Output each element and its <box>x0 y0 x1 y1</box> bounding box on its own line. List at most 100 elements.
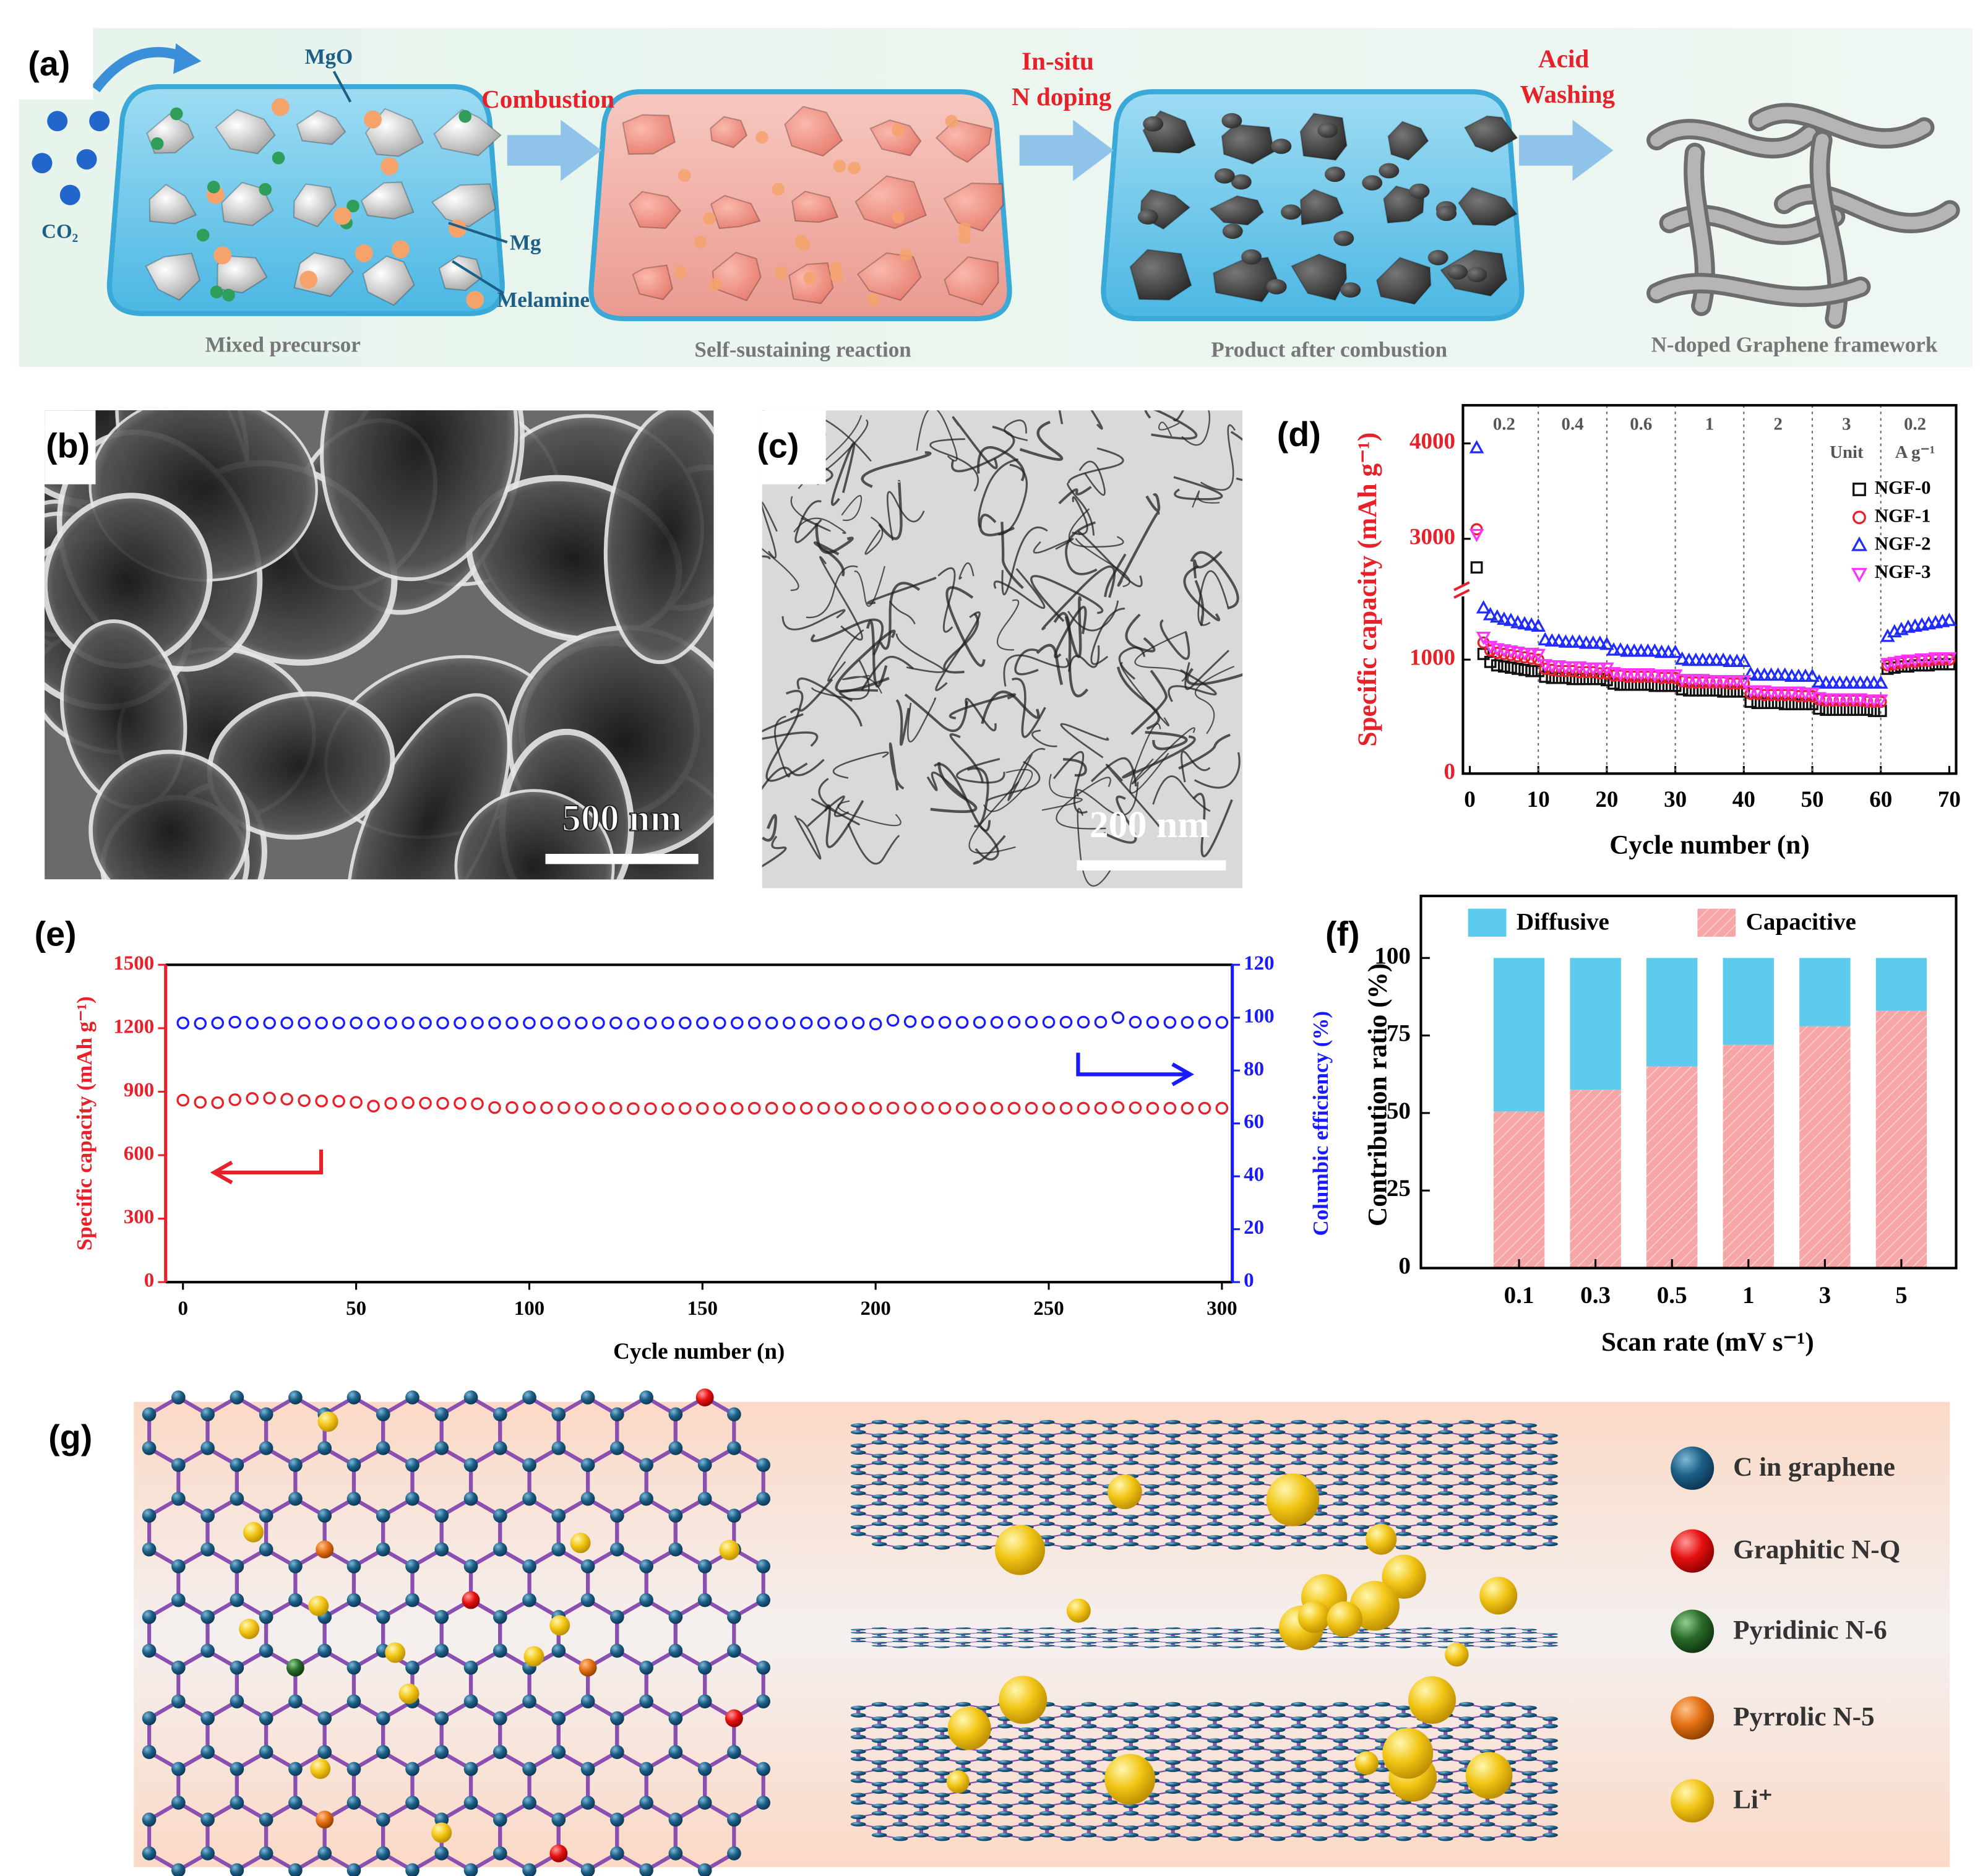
nanosheet-edge <box>1193 551 1223 579</box>
li-ion <box>385 1642 406 1663</box>
carbon-atom <box>639 1559 653 1573</box>
carbon-atom <box>1207 1633 1223 1635</box>
carbon-atom <box>230 1593 244 1607</box>
data-point <box>1538 632 1553 646</box>
nanosheet-edge <box>1053 612 1089 698</box>
carbon-atom <box>434 1643 449 1658</box>
carbon-atom <box>551 1542 566 1557</box>
carbon-atom <box>697 1863 712 1876</box>
carbon-atom <box>288 1458 303 1473</box>
carbon-atom <box>934 1471 950 1475</box>
process-arrow <box>1519 119 1614 181</box>
carbon-atom <box>1396 1511 1411 1516</box>
carbon-atom <box>580 1593 595 1607</box>
data-point <box>1777 667 1792 681</box>
carbon-atom <box>1521 1778 1538 1783</box>
carbon-atom <box>1270 1734 1286 1740</box>
carbon-atom <box>1291 1542 1307 1546</box>
nanosheet-edge <box>895 699 910 746</box>
carbon-atom <box>1479 1423 1495 1428</box>
carbon-atom <box>1270 1444 1286 1448</box>
carbon-atom <box>1291 1833 1307 1838</box>
carbon-atom <box>259 1542 273 1557</box>
carbon-atom <box>1375 1810 1390 1816</box>
carbon-atom <box>346 1762 361 1776</box>
carbon-atom <box>1437 1727 1453 1732</box>
data-point <box>1654 644 1669 658</box>
data-point <box>817 1101 830 1115</box>
carbon-atom <box>727 1407 741 1422</box>
carbon-atom <box>1521 1756 1538 1762</box>
carbon-atom <box>1165 1645 1181 1647</box>
carbon-atom <box>1060 1771 1076 1776</box>
carbon-atom <box>1186 1423 1202 1428</box>
nanosheet-edge <box>793 517 846 534</box>
carbon-atom <box>1312 1464 1328 1468</box>
particle <box>271 98 290 116</box>
carbon-atom <box>934 1800 950 1805</box>
carbon-atom <box>913 1804 929 1809</box>
carbon-atom <box>1291 1535 1307 1540</box>
carbon-atom <box>1375 1633 1390 1635</box>
carbon-atom <box>1186 1640 1202 1643</box>
carbon-atom <box>1186 1749 1202 1754</box>
axis-arrow <box>210 1160 233 1185</box>
data-point <box>1524 617 1539 631</box>
carbon-atom <box>1249 1627 1265 1630</box>
carbon-atom <box>1543 1716 1558 1721</box>
carbon-atom <box>1060 1525 1076 1530</box>
carbon-atom <box>1018 1629 1034 1631</box>
data-point <box>609 1101 622 1115</box>
nanosheet-edge <box>827 629 864 682</box>
carbon-atom <box>1312 1814 1328 1820</box>
carbon-atom <box>1207 1521 1223 1526</box>
carbon-atom <box>1543 1633 1558 1635</box>
legend-marker <box>1851 567 1867 583</box>
carbon-atom <box>463 1491 478 1506</box>
pointer <box>452 260 504 295</box>
carbon-atom <box>892 1444 908 1448</box>
carbon-atom <box>142 1812 157 1827</box>
nanosheet-edge <box>1118 646 1146 680</box>
carbon-atom <box>913 1542 929 1546</box>
carbon-atom <box>1375 1833 1390 1838</box>
carbon-atom <box>1165 1535 1181 1540</box>
carbon-atom <box>434 1745 449 1760</box>
data-point <box>990 1016 1004 1029</box>
carbon-atom <box>1479 1814 1495 1820</box>
carbon-atom <box>1123 1433 1139 1438</box>
carbon-atom <box>1039 1810 1055 1816</box>
nanosheet-edge <box>1077 530 1143 587</box>
carbon-atom <box>997 1825 1013 1830</box>
carbon-atom <box>1018 1814 1034 1820</box>
carbon-atom <box>1333 1521 1349 1526</box>
caption: Self-sustaining reaction <box>694 338 911 362</box>
carbon-atom <box>1102 1727 1118 1732</box>
data-point <box>1702 652 1717 666</box>
carbon-atom <box>1060 1822 1076 1827</box>
data-point <box>1681 674 1697 687</box>
carbon-atom <box>913 1501 929 1506</box>
data-point <box>1798 668 1813 682</box>
carbon-atom <box>288 1559 303 1573</box>
graphene-sheet <box>1752 106 1931 145</box>
carbon-atom <box>288 1694 303 1709</box>
carbon-atom <box>1102 1836 1118 1841</box>
data-point <box>1873 694 1888 708</box>
carbon-atom <box>1354 1814 1369 1820</box>
carbon-atom <box>871 1825 887 1830</box>
carbon-atom <box>610 1610 624 1624</box>
nanosheet-edge <box>847 823 900 865</box>
y-tick-label: 300 <box>124 1206 154 1228</box>
process-arrow <box>1019 119 1114 181</box>
carbon-atom <box>639 1390 653 1405</box>
carbon-atom <box>1333 1642 1349 1644</box>
data-point <box>1812 674 1827 688</box>
carbon-atom <box>1437 1756 1453 1762</box>
carbon-atom <box>1165 1767 1181 1772</box>
axis-break <box>1453 581 1470 599</box>
carbon-atom <box>934 1444 950 1448</box>
y-tick-label: 0 <box>1444 759 1456 785</box>
carbon-atom <box>1458 1419 1474 1424</box>
carbon-atom <box>639 1491 653 1506</box>
